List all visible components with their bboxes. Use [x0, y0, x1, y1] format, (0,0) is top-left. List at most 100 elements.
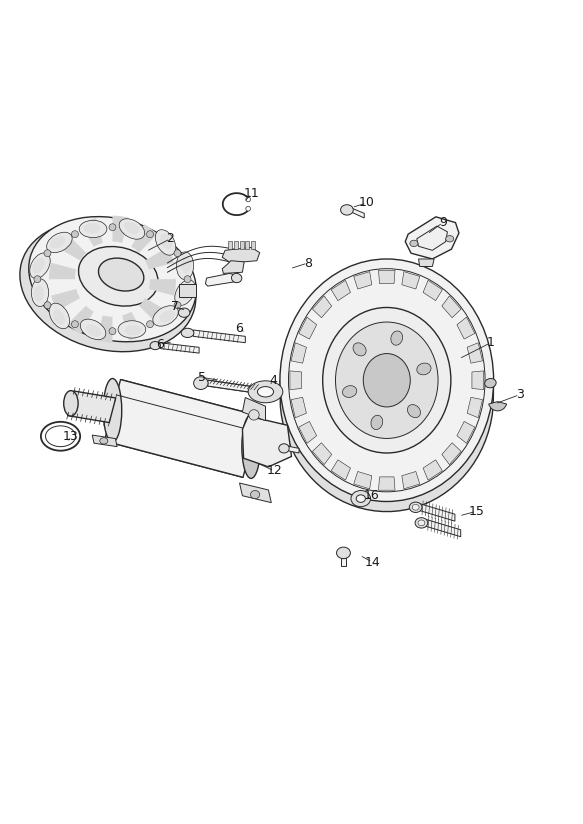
Wedge shape [80, 218, 103, 246]
Ellipse shape [181, 256, 191, 274]
Circle shape [109, 224, 116, 231]
Ellipse shape [64, 391, 78, 416]
Polygon shape [420, 503, 455, 521]
Polygon shape [104, 380, 259, 477]
Ellipse shape [49, 303, 69, 329]
Ellipse shape [351, 490, 371, 507]
Ellipse shape [445, 236, 454, 242]
Circle shape [72, 321, 79, 328]
Bar [240, 241, 244, 249]
Polygon shape [378, 477, 395, 490]
Polygon shape [467, 343, 483, 363]
Polygon shape [287, 446, 299, 453]
Ellipse shape [258, 386, 273, 397]
Ellipse shape [322, 307, 451, 453]
Circle shape [146, 231, 153, 237]
Polygon shape [240, 483, 271, 503]
Polygon shape [354, 272, 372, 289]
Polygon shape [68, 391, 115, 423]
Ellipse shape [176, 252, 194, 279]
Text: 14: 14 [364, 555, 380, 569]
Ellipse shape [32, 259, 44, 274]
Ellipse shape [125, 325, 142, 335]
Ellipse shape [83, 223, 100, 233]
Ellipse shape [20, 221, 196, 352]
Ellipse shape [155, 230, 176, 255]
Bar [234, 241, 238, 249]
Ellipse shape [342, 386, 357, 397]
Polygon shape [222, 260, 244, 274]
Text: 12: 12 [266, 465, 282, 477]
Ellipse shape [99, 258, 144, 291]
Circle shape [174, 250, 181, 256]
Polygon shape [291, 397, 307, 418]
Text: 11: 11 [243, 187, 259, 200]
Ellipse shape [160, 310, 175, 322]
Ellipse shape [340, 204, 353, 215]
Text: 15: 15 [468, 505, 484, 517]
Polygon shape [291, 343, 307, 363]
Text: 9: 9 [439, 216, 447, 229]
Polygon shape [331, 460, 350, 480]
Ellipse shape [363, 353, 410, 407]
Ellipse shape [415, 517, 428, 528]
Polygon shape [92, 435, 117, 447]
Ellipse shape [231, 274, 242, 283]
Polygon shape [298, 317, 317, 339]
Ellipse shape [79, 220, 107, 237]
Circle shape [109, 328, 116, 335]
Ellipse shape [80, 319, 106, 339]
Circle shape [44, 250, 51, 256]
Circle shape [72, 231, 79, 237]
Ellipse shape [279, 444, 289, 453]
Circle shape [146, 321, 153, 328]
Wedge shape [489, 401, 507, 411]
Ellipse shape [410, 241, 418, 246]
Polygon shape [457, 421, 475, 443]
Bar [245, 241, 250, 249]
Wedge shape [113, 216, 129, 243]
Ellipse shape [118, 321, 146, 338]
Polygon shape [472, 371, 484, 390]
Ellipse shape [353, 343, 366, 356]
Ellipse shape [391, 331, 403, 345]
Polygon shape [205, 274, 238, 286]
Ellipse shape [178, 308, 190, 317]
Ellipse shape [418, 520, 425, 526]
Ellipse shape [124, 222, 139, 234]
Wedge shape [122, 311, 144, 340]
Polygon shape [350, 208, 364, 218]
Polygon shape [405, 217, 459, 259]
Polygon shape [457, 317, 475, 339]
Polygon shape [243, 416, 292, 467]
Polygon shape [442, 442, 461, 465]
Polygon shape [426, 519, 461, 536]
Bar [228, 241, 232, 249]
Ellipse shape [79, 246, 158, 306]
Ellipse shape [335, 322, 438, 438]
Ellipse shape [86, 325, 101, 337]
Polygon shape [243, 397, 265, 421]
Text: 1: 1 [487, 336, 494, 349]
Polygon shape [467, 397, 483, 418]
Text: 4: 4 [269, 374, 277, 386]
Text: 10: 10 [359, 196, 374, 209]
Ellipse shape [153, 306, 178, 326]
Ellipse shape [484, 378, 496, 388]
Ellipse shape [181, 328, 194, 338]
Wedge shape [58, 234, 86, 260]
Wedge shape [131, 224, 157, 253]
Circle shape [34, 276, 41, 283]
Text: 3: 3 [515, 388, 524, 401]
Polygon shape [290, 371, 301, 390]
Ellipse shape [409, 502, 422, 513]
Ellipse shape [194, 377, 208, 390]
Text: 6: 6 [236, 321, 244, 335]
Polygon shape [423, 280, 442, 301]
Ellipse shape [29, 217, 196, 342]
Ellipse shape [119, 219, 145, 239]
Circle shape [44, 302, 51, 309]
Text: 2: 2 [166, 232, 174, 246]
Polygon shape [208, 380, 260, 394]
Ellipse shape [160, 234, 172, 249]
